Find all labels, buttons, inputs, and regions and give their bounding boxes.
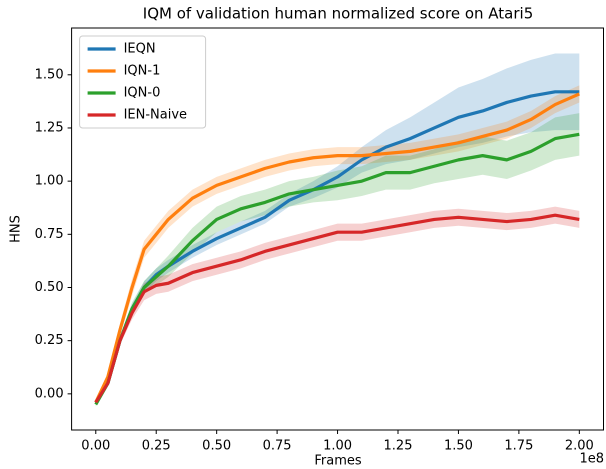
series-line	[94, 92, 580, 404]
legend-label: IQN-0	[124, 86, 161, 101]
legend-label: IEN-Naive	[124, 108, 187, 123]
y-tick-label: 1.50	[35, 67, 64, 82]
y-tick-label: 0.25	[35, 333, 64, 348]
confidence-band	[95, 113, 580, 407]
legend: IEQN IQN-1 IQN-0 IEN-Naive	[79, 35, 207, 129]
legend-label: IQN-1	[124, 64, 161, 79]
x-tick-label: 0.75	[263, 439, 292, 454]
plot-frame	[71, 27, 605, 431]
series-line	[94, 213, 580, 404]
y-tick-label: 1.25	[35, 120, 64, 135]
x-tick-label: 0.50	[202, 439, 231, 454]
x-axis-label: Frames	[314, 454, 362, 469]
confidence-band	[95, 206, 580, 405]
y-axis-label: HNS	[9, 215, 24, 243]
x-tick-label: 2.00	[565, 439, 594, 454]
x-tick-label: 0.25	[142, 439, 171, 454]
chart-title: IQM of validation human normalized score…	[143, 5, 533, 23]
x-tick-label: 0.00	[81, 439, 110, 454]
x-tick-label: 1.50	[444, 439, 473, 454]
confidence-band	[95, 85, 580, 405]
y-tick-label: 1.00	[35, 174, 64, 189]
y-tick-label: 0.75	[35, 227, 64, 242]
x-tick-label: 1.75	[504, 439, 533, 454]
legend-box	[79, 35, 207, 129]
y-tick-label: 0.00	[35, 386, 64, 401]
x-offset-label: 1e8	[579, 452, 604, 467]
y-tick-label: 0.50	[35, 280, 64, 295]
series-line	[94, 132, 580, 406]
legend-label: IEQN	[124, 42, 156, 57]
x-tick-label: 1.00	[323, 439, 352, 454]
x-tick-label: 1.25	[384, 439, 413, 454]
